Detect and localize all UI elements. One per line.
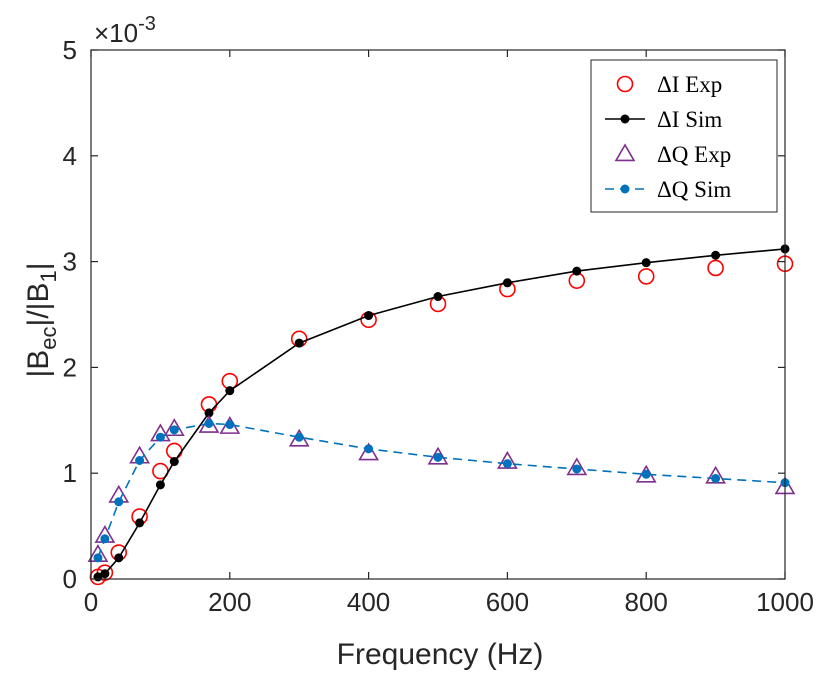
y-axis-label-part2: |/|B xyxy=(22,283,55,327)
x-tick-label: 800 xyxy=(625,587,668,617)
scale-multiplier-base: ×10 xyxy=(94,18,138,48)
y-tick-label: 5 xyxy=(63,35,77,65)
data-point-di-sim xyxy=(572,266,582,276)
data-point-dq-sim xyxy=(135,456,145,466)
x-tick-label: 600 xyxy=(486,587,529,617)
legend-item: ΔI Exp xyxy=(616,72,722,97)
data-point-dq-exp xyxy=(288,428,310,447)
data-point-di-sim xyxy=(135,518,145,528)
data-point-dq-sim xyxy=(641,469,651,479)
series-1 xyxy=(93,244,790,582)
data-point-dq-sim xyxy=(204,418,214,428)
series-line-di-sim xyxy=(97,248,786,578)
data-point-dq-sim xyxy=(711,473,721,483)
data-point-di-exp xyxy=(707,259,724,277)
data-point-di-sim xyxy=(294,338,304,348)
data-point-dq-sim xyxy=(433,452,443,462)
data-point-di-sim xyxy=(711,250,721,260)
legend-marker-circle xyxy=(616,75,634,93)
y-tick-label: 0 xyxy=(63,564,77,594)
data-point-dq-sim xyxy=(155,432,165,442)
data-point-di-sim xyxy=(169,457,179,467)
data-point-dq-sim xyxy=(364,444,374,454)
data-point-di-sim xyxy=(225,386,235,396)
legend-item: ΔQ Exp xyxy=(614,142,731,167)
legend-marker-triangle xyxy=(614,143,636,162)
y-axis-label: |Bec|/|B1| xyxy=(22,262,61,377)
y-tick-label: 3 xyxy=(63,247,77,277)
x-tick-label: 400 xyxy=(347,587,390,617)
legend-label: ΔQ Exp xyxy=(657,142,731,167)
data-point-dq-sim xyxy=(169,425,179,435)
axes-layer: 0 200 400 600 800 1000 0 1 2 3 4 5 xyxy=(63,35,814,617)
axis-scale-multiplier: ×10-3 xyxy=(94,13,156,48)
legend-item: ΔQ Sim xyxy=(605,177,731,202)
data-point-dq-sim xyxy=(114,497,124,507)
data-point-dq-exp xyxy=(163,418,185,437)
y-tick-label: 2 xyxy=(63,352,77,382)
scale-multiplier-exponent: -3 xyxy=(138,13,156,35)
y-axis-label-part1: |B xyxy=(22,350,55,378)
data-point-dq-sim xyxy=(502,459,512,469)
data-point-dq-sim xyxy=(294,432,304,442)
data-point-dq-sim xyxy=(572,464,582,474)
y-tick-label: 4 xyxy=(63,141,77,171)
legend-item: ΔI Sim xyxy=(605,107,722,132)
x-tick-label: 200 xyxy=(208,587,251,617)
data-point-dq-exp xyxy=(566,457,588,476)
data-point-dq-exp xyxy=(427,446,449,465)
legend-label: ΔI Exp xyxy=(657,72,722,97)
legend-marker-dot xyxy=(620,114,630,124)
legend: ΔI Exp ΔI Sim ΔQ Exp ΔQ Sim xyxy=(590,59,778,213)
data-point-di-sim xyxy=(502,278,512,288)
data-point-di-sim xyxy=(641,258,651,268)
data-point-di-sim xyxy=(100,569,110,579)
data-point-di-sim xyxy=(155,480,165,490)
y-tick-label: 1 xyxy=(63,458,77,488)
data-point-di-exp xyxy=(637,268,655,285)
legend-label: ΔI Sim xyxy=(657,107,722,132)
data-point-dq-sim xyxy=(225,420,235,430)
data-point-di-sim xyxy=(364,311,374,321)
legend-marker-dot xyxy=(620,184,630,194)
data-point-dq-sim xyxy=(93,553,103,563)
x-tick-label: 0 xyxy=(84,587,98,617)
y-axis-label-part3: | xyxy=(22,262,55,270)
series-line-dq-sim xyxy=(97,422,786,559)
y-axis-label-sub1: ec xyxy=(36,326,61,349)
plot-frame xyxy=(90,49,786,580)
legend-label: ΔQ Sim xyxy=(657,177,731,202)
y-axis-label-sub2: 1 xyxy=(36,270,61,282)
data-point-di-sim xyxy=(433,292,443,302)
x-axis-label: Frequency (Hz) xyxy=(337,638,544,671)
data-point-dq-exp xyxy=(358,442,379,461)
x-tick-label: 1000 xyxy=(756,587,814,617)
data-point-di-sim xyxy=(114,553,124,563)
data-point-dq-sim xyxy=(100,534,110,544)
